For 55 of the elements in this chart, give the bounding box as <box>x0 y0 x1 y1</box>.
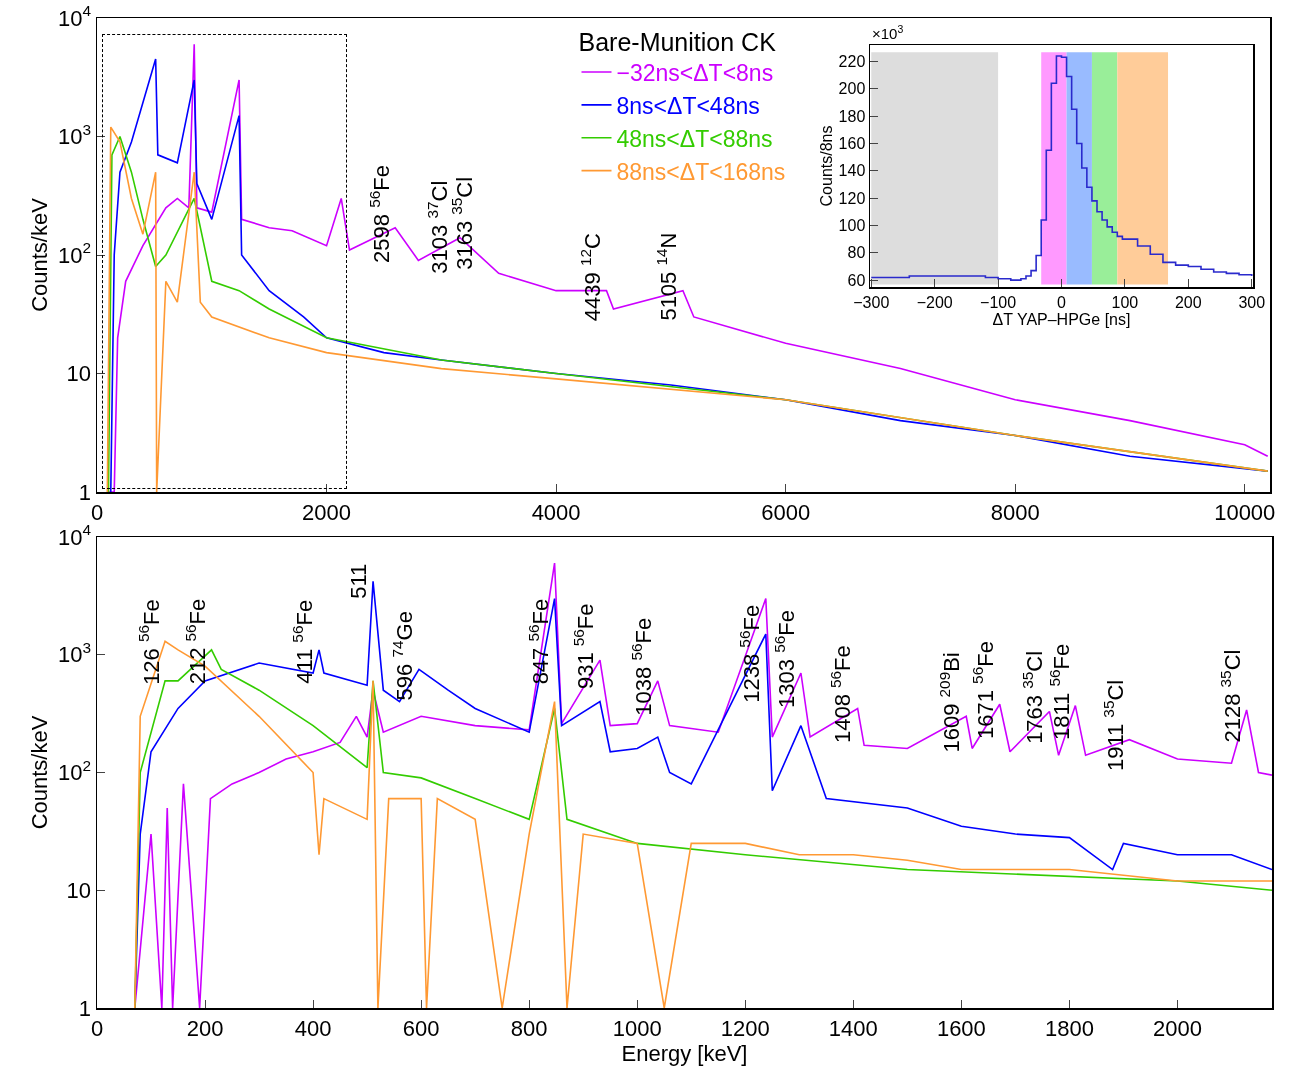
x-tick-label: 100 <box>1111 293 1139 311</box>
y-tick-label: 140 <box>838 162 866 180</box>
y-tick-label: 1 <box>78 479 92 505</box>
legend-label: 8ns<ΔT<48ns <box>616 92 760 119</box>
y-tick-label: 10$^{2}$ <box>58 239 92 268</box>
y-tick-label: 100 <box>838 217 866 235</box>
y-tick-label: 1 <box>78 995 92 1021</box>
y-tick-label: 10$^{2}$ <box>58 756 92 786</box>
x-tick-label: 1600 <box>936 1015 986 1041</box>
y-tick-label: 180 <box>838 107 866 125</box>
x-tick-label: 300 <box>1238 293 1266 311</box>
x-tick-label: 1200 <box>720 1015 770 1041</box>
annotation: 511 <box>346 563 372 599</box>
x-tick-label: 800 <box>510 1015 548 1041</box>
y-tick-label: 10 <box>66 361 92 387</box>
x-tick-label: 0 <box>90 499 104 525</box>
y-tick-label: 60 <box>847 271 866 289</box>
y-axis-title: Counts/keV <box>27 715 53 830</box>
x-tick-label: 400 <box>294 1015 332 1041</box>
x-tick-label: 6000 <box>761 499 811 525</box>
y-tick-label: 10$^{4}$ <box>58 521 92 550</box>
x-tick-label: 1800 <box>1044 1015 1094 1041</box>
x-tick-label: −300 <box>853 293 890 311</box>
legend-label: 48ns<ΔT<88ns <box>616 125 773 152</box>
x-tick-label: 2000 <box>1152 1015 1202 1041</box>
y-tick-label: 10 <box>66 877 92 903</box>
x-tick-label: 0 <box>1057 293 1067 311</box>
x-tick-label: −200 <box>916 293 953 311</box>
x-axis-title: ΔT YAP–HPGe [ns] <box>992 311 1131 329</box>
x-tick-label: −100 <box>980 293 1017 311</box>
legend-title: Bare-Munition CK <box>578 27 777 56</box>
y-tick-label: 10$^{3}$ <box>58 120 92 150</box>
annotation: ×10$^{3}$ <box>872 23 904 43</box>
x-tick-label: 10000 <box>1214 499 1276 525</box>
y-tick-label: 80 <box>847 244 866 262</box>
y-tick-label: 120 <box>838 189 866 207</box>
y-tick-label: 200 <box>838 80 866 98</box>
y-axis-title: Counts/8ns <box>817 125 835 207</box>
x-tick-label: 1400 <box>828 1015 878 1041</box>
y-tick-label: 10$^{4}$ <box>58 2 92 31</box>
x-tick-label: 1000 <box>612 1015 662 1041</box>
x-tick-label: 0 <box>90 1015 104 1041</box>
y-tick-label: 220 <box>838 53 866 71</box>
x-tick-label: 600 <box>402 1015 440 1041</box>
y-tick-label: 160 <box>838 135 866 153</box>
x-tick-label: 4000 <box>531 499 581 525</box>
x-tick-label: 8000 <box>990 499 1040 525</box>
legend-label: 88ns<ΔT<168ns <box>616 158 786 185</box>
y-tick-label: 10$^{3}$ <box>58 639 92 668</box>
x-tick-label: 200 <box>1174 293 1202 311</box>
x-axis-title: Energy [keV] <box>621 1040 748 1066</box>
legend-label: −32ns<ΔT<8ns <box>616 59 774 86</box>
y-axis-title: Counts/keV <box>27 197 53 312</box>
x-tick-label: 2000 <box>302 499 352 525</box>
x-tick-label: 200 <box>186 1015 224 1041</box>
